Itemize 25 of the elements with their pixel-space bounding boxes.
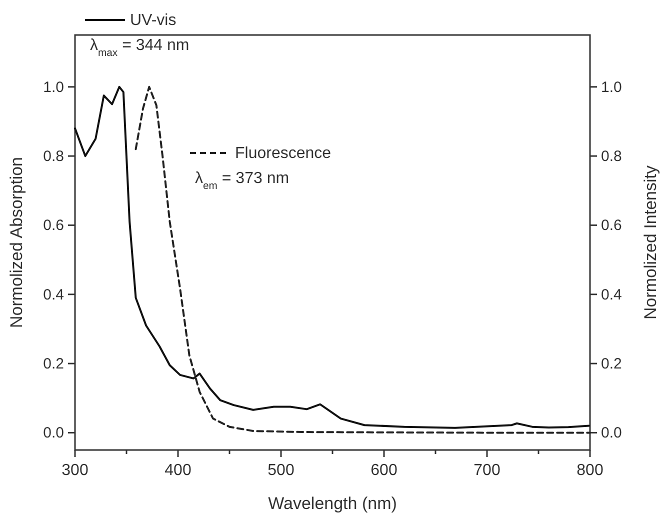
y2-tick-label: 0.2 (601, 356, 622, 373)
y-tick-label: 1.0 (43, 78, 64, 96)
x-tick-label: 300 (62, 462, 88, 479)
x-tick-label: 800 (576, 462, 604, 479)
y2-tick-label: 0.8 (601, 148, 622, 166)
legend-label: Fluorescence (235, 145, 332, 162)
y-tick-label: 0.2 (43, 356, 64, 373)
y2-tick-label: 1.0 (601, 78, 622, 96)
y2-tick-label: 0.0 (601, 424, 622, 442)
y-tick-label: 0.8 (43, 148, 64, 166)
y2-tick-label: 0.6 (601, 217, 622, 234)
y-tick-label: 0.4 (43, 286, 64, 304)
x-tick-label: 400 (164, 462, 192, 479)
y-tick-label: 0.0 (43, 424, 64, 442)
y2-tick-label: 0.4 (601, 286, 622, 304)
y2-axis-title: Normolized Intensity (641, 165, 660, 320)
annotation: λ$_{max}$ = 344 nm (90, 37, 190, 58)
y-tick-label: 0.6 (43, 217, 64, 234)
legend-label: UV-vis (130, 12, 176, 29)
x-tick-label: 700 (474, 462, 500, 479)
x-axis-title: Wavelength (nm) (268, 494, 397, 513)
annotation: λ$_{em}$ = 373 nm (195, 170, 290, 192)
x-tick-label: 600 (370, 462, 398, 479)
y-axis-title: Normolized Absorption (7, 156, 26, 328)
x-tick-label: 500 (268, 462, 294, 479)
